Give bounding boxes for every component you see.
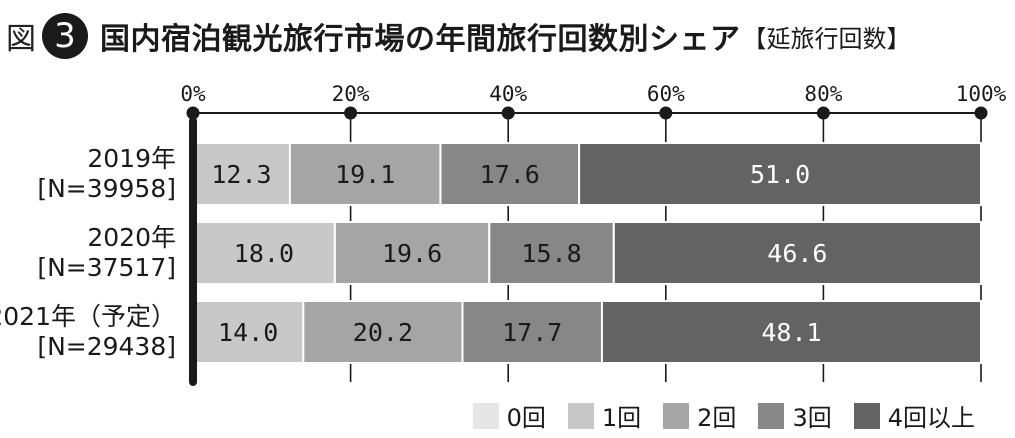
- category-label: 2021年（予定）: [0, 302, 176, 331]
- bar-segment: [461, 300, 603, 364]
- legend-label: 0回: [506, 404, 546, 432]
- figure-prefix: 図: [6, 22, 36, 57]
- x-tick-dot: [659, 106, 673, 120]
- figure-number-badge: 3: [42, 13, 88, 59]
- bar-value-label: 19.1: [335, 160, 395, 189]
- legend-item: 2回: [663, 398, 736, 433]
- x-tick-dot: [344, 106, 358, 120]
- legend-swatch: [853, 402, 880, 429]
- bar-segment: [600, 300, 982, 364]
- x-tick-dot: [186, 106, 200, 120]
- bar-value-label: 48.1: [761, 318, 821, 347]
- bar-segment: [288, 142, 442, 206]
- x-tick-label: 0%: [180, 82, 206, 106]
- x-tick-dot: [974, 106, 988, 120]
- legend-swatch: [663, 402, 690, 429]
- bar-value-label: 15.8: [521, 239, 581, 268]
- chart-subtitle: 【延旅行回数】: [742, 24, 911, 53]
- legend-item: 3回: [758, 398, 832, 433]
- chart-legend: 0回 1回 2回 3回 4回以上: [472, 398, 975, 433]
- legend-item: 1回: [567, 398, 642, 433]
- category-label: [N=29438]: [37, 332, 176, 361]
- x-tick-label: 60%: [647, 82, 685, 106]
- x-tick-label: 100%: [956, 82, 1007, 106]
- x-tick-label: 20%: [332, 82, 370, 106]
- bar-value-label: 51.0: [750, 160, 810, 189]
- legend-label: 4回以上: [887, 404, 975, 432]
- bar-segment: [612, 221, 982, 285]
- chart-title: 国内宿泊観光旅行市場の年間旅行回数別シェア: [100, 22, 741, 57]
- bar-value-label: 17.7: [502, 318, 562, 347]
- category-label: [N=37517]: [37, 253, 176, 282]
- bar-segment: [488, 221, 615, 285]
- legend-swatch: [472, 402, 499, 429]
- x-tick-dot: [501, 106, 515, 120]
- category-label: 2019年: [87, 144, 176, 173]
- x-tick-label: 40%: [489, 82, 527, 106]
- bar-value-label: 14.0: [218, 318, 278, 347]
- legend-swatch: [758, 402, 785, 429]
- x-tick-dot: [816, 106, 830, 120]
- bar-segment: [439, 142, 581, 206]
- bar-value-label: 18.0: [234, 239, 294, 268]
- bar-value-label: 17.6: [480, 160, 540, 189]
- category-label: 2020年: [87, 223, 176, 252]
- bar-value-label: 20.2: [353, 318, 413, 347]
- legend-swatch: [567, 402, 594, 429]
- bar-segment: [302, 300, 464, 364]
- category-label: [N=39958]: [37, 174, 176, 203]
- bar-segment: [192, 221, 336, 285]
- x-tick-label: 80%: [804, 82, 842, 106]
- bar-segment: [578, 142, 982, 206]
- legend-item: 0回: [472, 398, 546, 433]
- legend-label: 1回: [601, 404, 642, 432]
- legend-label: 2回: [697, 404, 737, 432]
- bar-value-label: 46.6: [767, 239, 827, 268]
- bar-value-label: 12.3: [211, 160, 271, 189]
- legend-label: 3回: [792, 404, 832, 432]
- bar-value-label: 19.6: [382, 239, 442, 268]
- legend-item: 4回以上: [853, 398, 975, 433]
- chart-title-row: 図 3 国内宿泊観光旅行市場の年間旅行回数別シェア 【延旅行回数】: [6, 6, 911, 66]
